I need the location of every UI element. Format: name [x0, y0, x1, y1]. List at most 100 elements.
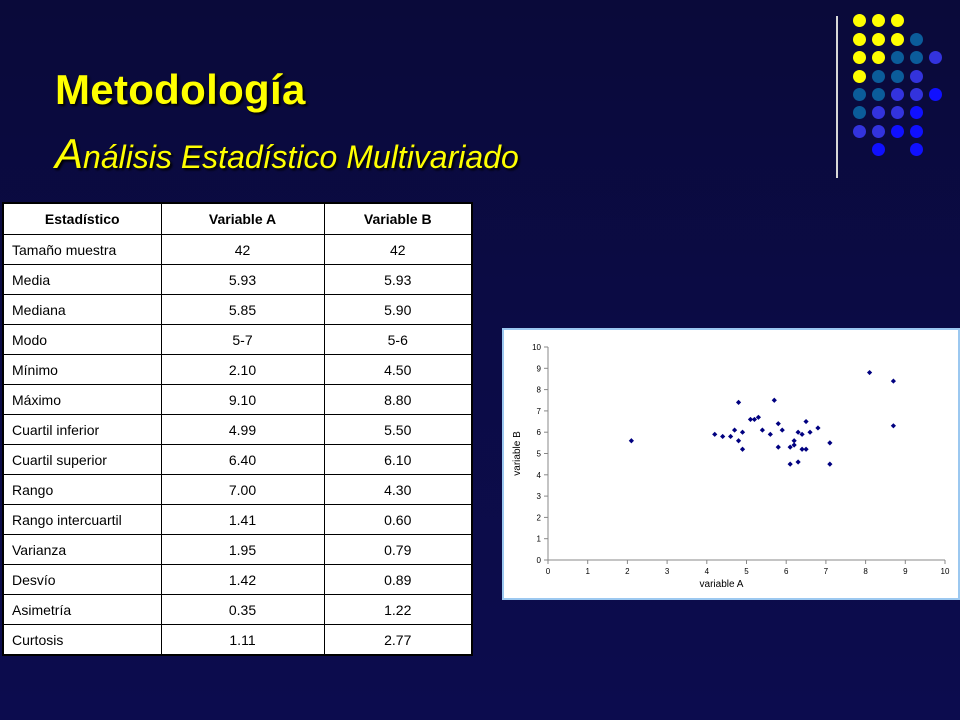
data-point [739, 429, 746, 435]
row-label: Varianza [2, 534, 162, 565]
variable-a-value: 6.40 [160, 444, 325, 475]
data-point [866, 369, 873, 376]
variable-b-value: 2.77 [323, 624, 473, 656]
decor-dot [910, 143, 923, 156]
x-tick-label: 10 [941, 567, 950, 576]
data-point [827, 461, 833, 467]
y-tick-label: 7 [537, 407, 542, 416]
data-point [767, 431, 773, 437]
row-label: Rango [2, 474, 162, 505]
table-row: Tamaño muestra 42 42 [2, 234, 473, 265]
x-tick-label: 3 [665, 567, 670, 576]
table-row: Máximo 9.10 8.80 [2, 384, 473, 415]
variable-b-value: 1.22 [323, 594, 473, 625]
data-point [890, 423, 896, 429]
row-label: Desvío [2, 564, 162, 595]
variable-b-value: 5.90 [323, 294, 473, 325]
data-point [795, 459, 801, 465]
column-header: Estadístico [2, 202, 162, 235]
data-point [759, 427, 765, 433]
table-header-row: Estadístico Variable A Variable B [2, 202, 473, 235]
row-label: Modo [2, 324, 162, 355]
decorative-divider [836, 16, 838, 178]
table-row: Media 5.93 5.93 [2, 264, 473, 295]
data-point [827, 440, 833, 446]
variable-a-value: 5-7 [160, 324, 325, 355]
data-point [775, 421, 781, 427]
variable-a-value: 42 [160, 234, 325, 265]
decor-dot [853, 14, 866, 27]
variable-a-value: 5.93 [160, 264, 325, 295]
table-row: Asimetría 0.35 1.22 [2, 594, 473, 625]
row-label: Media [2, 264, 162, 295]
y-tick-label: 0 [537, 556, 542, 565]
table-row: Mínimo 2.10 4.50 [2, 354, 473, 385]
table-row: Desvío 1.42 0.89 [2, 564, 473, 595]
data-point [890, 378, 896, 384]
table-row: Curtosis 1.11 2.77 [2, 624, 473, 656]
variable-b-value: 4.30 [323, 474, 473, 505]
data-point [731, 427, 738, 433]
y-tick-label: 1 [537, 535, 542, 544]
x-tick-label: 5 [744, 567, 749, 576]
variable-a-value: 1.42 [160, 564, 325, 595]
decor-dot [853, 70, 866, 83]
scatter-plot-svg: 0 1 2 3 4 5 6 7 8 9 10 0 1 2 3 4 5 6 7 8 9 10 variable A variab… [512, 343, 950, 590]
decor-dot [910, 70, 923, 83]
row-label: Cuartil superior [2, 444, 162, 475]
decor-dot [853, 33, 866, 46]
data-point [751, 416, 758, 423]
column-header: Variable B [323, 202, 473, 235]
table-row: Cuartil superior 6.40 6.10 [2, 444, 473, 475]
variable-a-value: 1.95 [160, 534, 325, 565]
decor-dot [872, 51, 885, 64]
data-point [712, 431, 718, 437]
row-label: Cuartil inferior [2, 414, 162, 445]
data-point [735, 438, 742, 444]
variable-b-value: 0.89 [323, 564, 473, 595]
x-tick-label: 6 [784, 567, 789, 576]
data-point [803, 446, 809, 452]
variable-a-value: 2.10 [160, 354, 325, 385]
variable-b-value: 6.10 [323, 444, 473, 475]
data-point [803, 418, 809, 425]
variable-b-value: 8.80 [323, 384, 473, 415]
data-point [728, 433, 734, 440]
column-header: Variable A [160, 202, 325, 235]
x-tick-label: 0 [546, 567, 551, 576]
table-row: Rango intercuartil 1.41 0.60 [2, 504, 473, 535]
data-point [739, 446, 746, 452]
x-tick-label: 7 [824, 567, 829, 576]
table-row: Rango 7.00 4.30 [2, 474, 473, 505]
y-tick-label: 4 [537, 471, 542, 480]
data-point [787, 461, 793, 467]
decor-dot [872, 88, 885, 101]
scatter-chart: 0 1 2 3 4 5 6 7 8 9 10 0 1 2 3 4 5 6 7 8 9 10 variable A variab… [502, 328, 960, 600]
slide-title: Metodología [55, 66, 306, 113]
y-tick-label: 3 [537, 492, 542, 501]
x-tick-label: 8 [863, 567, 868, 576]
decor-dot [910, 125, 923, 138]
subtitle-text: nálisis Estadístico Multivariado [83, 139, 519, 175]
decor-dot [853, 88, 866, 101]
data-point [775, 444, 781, 450]
decor-dot [853, 125, 866, 138]
decor-dot [853, 106, 866, 119]
x-axis-label: variable A [700, 579, 744, 590]
row-label: Tamaño muestra [2, 234, 162, 265]
decor-dot [872, 143, 885, 156]
statistics-table: Estadístico Variable A Variable B Tamaño… [2, 202, 473, 656]
table-row: Modo 5-7 5-6 [2, 324, 473, 355]
y-tick-label: 5 [537, 450, 542, 459]
decor-dot [872, 106, 885, 119]
decor-dot [872, 125, 885, 138]
subtitle-initial: A [55, 130, 84, 177]
row-label: Asimetría [2, 594, 162, 625]
variable-b-value: 4.50 [323, 354, 473, 385]
variable-a-value: 5.85 [160, 294, 325, 325]
variable-a-value: 1.11 [160, 624, 325, 656]
decor-dot [891, 88, 904, 101]
decor-dot [910, 33, 923, 46]
table-row: Cuartil inferior 4.99 5.50 [2, 414, 473, 445]
decor-dot [910, 106, 923, 119]
